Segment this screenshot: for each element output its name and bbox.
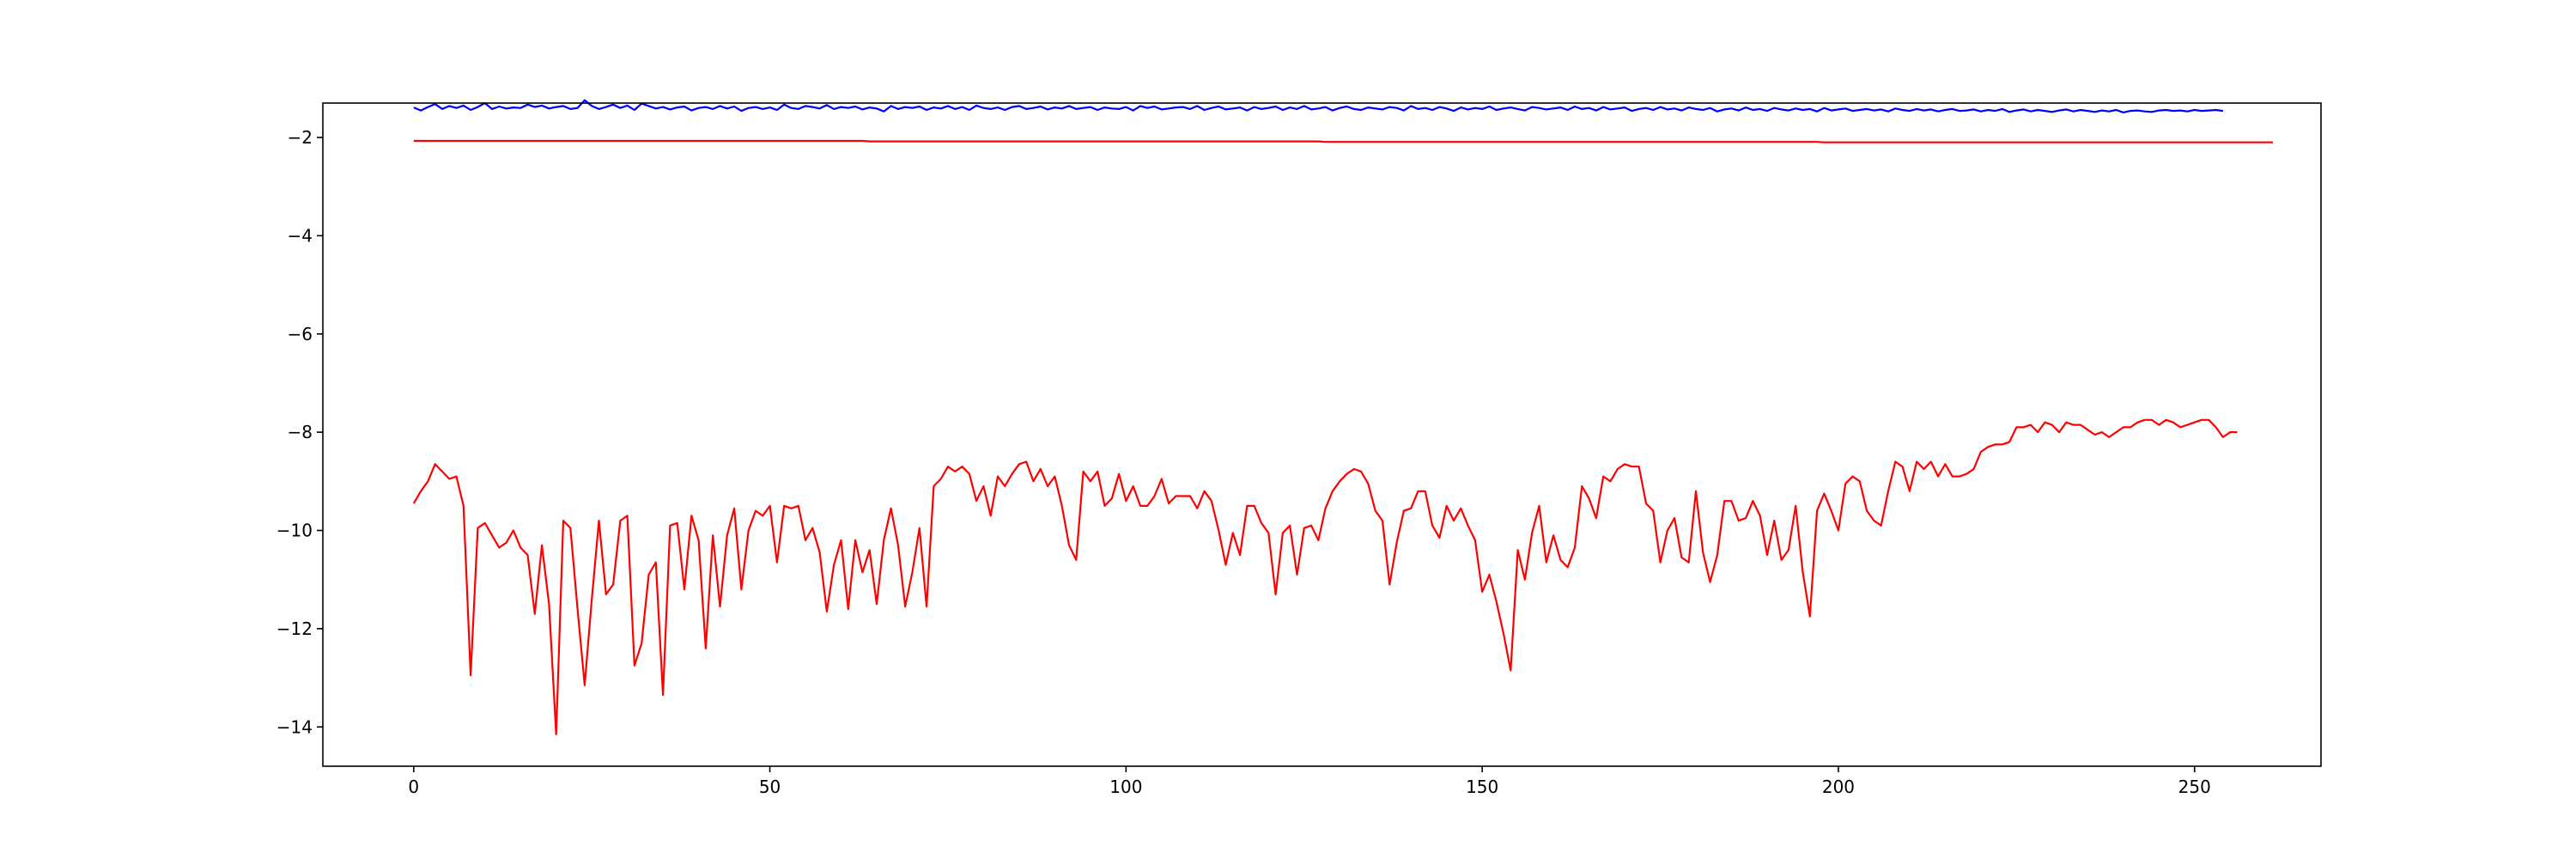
y-tick-label: −8 bbox=[288, 422, 313, 442]
y-tick-label: −12 bbox=[276, 618, 313, 639]
y-tick-label: −2 bbox=[288, 127, 313, 148]
x-tick-label: 150 bbox=[1466, 777, 1498, 797]
x-tick-label: 0 bbox=[408, 777, 419, 797]
series-layer bbox=[412, 99, 2273, 735]
series-line-1 bbox=[413, 99, 2224, 113]
y-tick-label: −6 bbox=[288, 324, 313, 344]
x-tick-label: 200 bbox=[1822, 777, 1855, 797]
series-line-2 bbox=[413, 139, 2273, 143]
y-axis: −2 −4 −6 −8 −10 −12 −14 bbox=[276, 127, 323, 737]
x-tick-label: 100 bbox=[1109, 777, 1142, 797]
x-axis: 0 50 100 150 200 250 bbox=[408, 766, 2211, 797]
plot-area-frame bbox=[322, 102, 2322, 767]
x-tick-label: 50 bbox=[759, 777, 781, 797]
series-line-3 bbox=[412, 418, 2238, 735]
y-tick-label: −4 bbox=[288, 225, 313, 246]
y-tick-label: −10 bbox=[276, 521, 313, 541]
x-tick-label: 250 bbox=[2178, 777, 2211, 797]
y-tick-label: −14 bbox=[276, 716, 313, 737]
